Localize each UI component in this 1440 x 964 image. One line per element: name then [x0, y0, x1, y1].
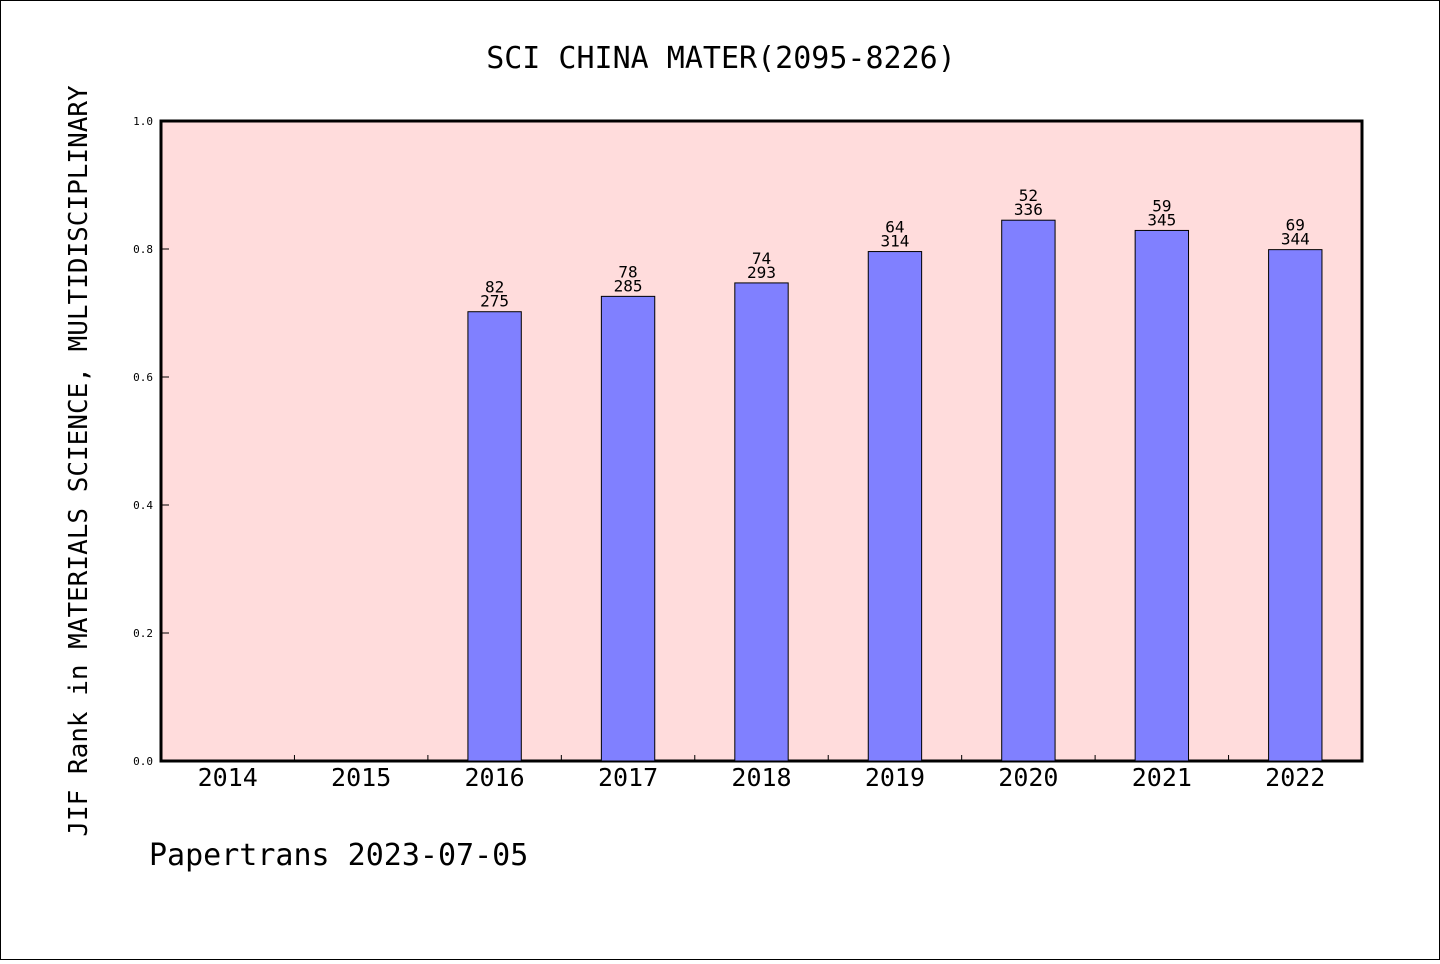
- y-tick-label: 0.8: [133, 243, 153, 256]
- bar-2021: [1134, 229, 1190, 762]
- footer-credit: Papertrans 2023-07-05: [149, 838, 528, 873]
- y-tick-label: 0.4: [133, 499, 153, 512]
- bar-rank-label: 82: [485, 278, 504, 297]
- x-tick-label: 2018: [731, 763, 791, 792]
- bar-total-label: 345: [1147, 210, 1176, 229]
- bar-total-label: 285: [614, 276, 643, 295]
- x-tick-label: 2019: [865, 763, 925, 792]
- bar-rank-label: 59: [1152, 196, 1171, 215]
- x-tick-label: 2017: [598, 763, 658, 792]
- chart-title: SCI CHINA MATER(2095-8226): [486, 41, 956, 76]
- bar-2018: [734, 282, 789, 762]
- bar-total-label: 293: [747, 263, 776, 282]
- y-tick-label: 0.6: [133, 371, 153, 384]
- y-tick-label: 0.2: [133, 627, 153, 640]
- bar-total-label: 336: [1014, 200, 1043, 219]
- y-axis-label: JIF Rank in MATERIALS SCIENCE, MULTIDISC…: [64, 85, 94, 837]
- y-axis: 0.0 0.2 0.4 0.6 0.8 1.0: [133, 115, 169, 768]
- bar-2017: [600, 295, 656, 762]
- x-axis: 2014 2015 2016 2017 2018 2019 2020 2021 2022: [198, 755, 1325, 792]
- bar-rank-label: 52: [1019, 186, 1038, 205]
- bar-rank-label: 69: [1286, 216, 1305, 235]
- x-tick-label: 2020: [998, 763, 1058, 792]
- bar-total-label: 314: [880, 232, 909, 251]
- x-tick-label: 2014: [198, 763, 258, 792]
- bar-total-label: 275: [480, 292, 509, 311]
- x-tick-label: 2021: [1132, 763, 1192, 792]
- x-tick-label: 2016: [465, 763, 525, 792]
- bar-2020: [1001, 219, 1056, 762]
- bar-rank-label: 74: [752, 249, 771, 268]
- y-tick-label: 0.0: [133, 755, 153, 768]
- bar-rank-label: 78: [618, 262, 637, 281]
- bar-rank-label: 64: [885, 218, 904, 237]
- bar-2016: [467, 311, 522, 762]
- bar-2019: [867, 251, 923, 762]
- bar-total-label: 344: [1281, 230, 1310, 249]
- x-tick-label: 2015: [331, 763, 391, 792]
- y-tick-label: 1.0: [133, 115, 153, 128]
- x-tick-label: 2022: [1265, 763, 1325, 792]
- bar-2022: [1268, 249, 1323, 762]
- bars: [467, 219, 1323, 762]
